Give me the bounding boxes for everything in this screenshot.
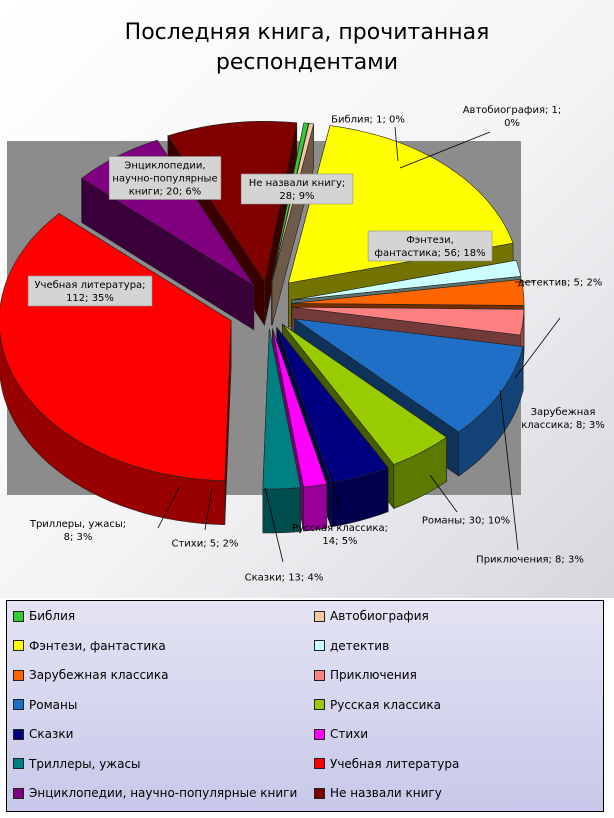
legend-swatch <box>13 758 24 769</box>
legend-swatch <box>13 669 24 681</box>
data-label-text: книги; 20; 6% <box>129 187 202 198</box>
legend-item: Автобиография <box>314 607 429 625</box>
legend-item: Стихи <box>314 725 368 743</box>
data-label-text: 28; 9% <box>279 191 314 202</box>
data-label: Автобиография; 1; 0% <box>463 105 562 129</box>
data-label-text: Стихи; 5; 2% <box>171 539 238 550</box>
data-label: Стихи; 5; 2% <box>171 539 238 550</box>
legend-swatch <box>13 787 24 799</box>
data-label-text: 0% <box>504 118 520 129</box>
pie-slice <box>262 328 301 534</box>
label-leader-line <box>204 487 213 531</box>
data-label-text: 8; 3% <box>64 532 93 543</box>
data-label: Не назвали книгу; 28; 9% <box>240 173 354 205</box>
legend-item: Энциклопедии, научно-популярные книги <box>13 784 297 802</box>
legend-swatch <box>314 787 325 799</box>
data-label: Библия; 1; 0% <box>331 115 405 126</box>
label-leader-line <box>499 389 519 551</box>
legend-label: Приключения <box>330 668 417 682</box>
label-leader-line <box>429 474 458 513</box>
data-label-text: Романы; 30; 10% <box>422 516 510 527</box>
label-leader-line <box>157 485 181 529</box>
data-label-text: научно-популярные <box>112 174 217 185</box>
legend-item: Русская классика <box>314 696 441 714</box>
legend-item: Библия <box>13 607 75 625</box>
data-label-text: 14; 5% <box>322 536 357 547</box>
data-label: Энциклопедии, научно-популярные книги; 20;… <box>108 156 222 200</box>
legend-item: Фэнтези, фантастика <box>13 637 166 655</box>
label-leader-line <box>399 131 491 169</box>
legend-swatch <box>314 669 325 681</box>
data-label-text: Библия; 1; 0% <box>331 115 405 126</box>
legend-swatch <box>314 640 325 651</box>
legend-label: Триллеры, ужасы <box>29 756 141 771</box>
legend-label: Романы <box>29 697 78 712</box>
data-label-text: Учебная литература; <box>34 280 145 291</box>
legend-swatch <box>314 610 325 622</box>
legend-swatch <box>13 728 24 740</box>
data-label: Зарубежная классика; 8; 3% <box>521 407 605 431</box>
data-label-text: Приключения; 8; 3% <box>476 555 584 566</box>
label-leader-line <box>264 487 284 563</box>
legend-item: Не назвали книгу <box>314 784 442 802</box>
chart-title: Последняя книга, прочитанная респондента… <box>124 20 490 75</box>
legend-swatch <box>13 699 24 710</box>
label-leader-line <box>329 469 341 512</box>
data-label: Русская классика; 14; 5% <box>292 523 388 547</box>
data-label: Учебная литература; 112; 35% <box>27 275 153 307</box>
data-label: Фэнтези, фантастика; 56; 18% <box>367 230 493 262</box>
data-label: детектив; 5; 2% <box>518 278 603 289</box>
label-leader-line <box>514 317 561 379</box>
data-label-text: фантастика; 56; 18% <box>374 248 485 259</box>
legend-label: детектив <box>330 638 390 653</box>
data-label-text: Фэнтези, <box>406 235 454 246</box>
legend-item: Зарубежная классика <box>13 666 168 684</box>
legend-label: Сказки <box>29 727 74 741</box>
legend-swatch <box>314 758 325 769</box>
data-label-text: Не назвали книгу; <box>249 178 346 189</box>
data-label: Сказки; 13; 4% <box>245 573 324 584</box>
data-label-text: 112; 35% <box>66 293 114 304</box>
legend-item: Приключения <box>314 666 417 684</box>
legend-label: Фэнтези, фантастика <box>29 638 166 653</box>
legend-item: Учебная литература <box>314 755 459 773</box>
label-leader-line <box>394 126 399 162</box>
data-label-text: Автобиография; 1; <box>463 105 562 116</box>
legend-swatch <box>314 728 325 740</box>
data-label-text: Энциклопедии, <box>124 161 205 172</box>
data-label: Триллеры, ужасы; 8; 3% <box>29 519 126 543</box>
pie-chart: Библия; 1; 0% Автобиография; 1; 0% Фэнтези,… <box>0 105 605 584</box>
legend-label: Энциклопедии, научно-популярные книги <box>29 786 298 800</box>
legend-label: Учебная литература <box>330 756 460 771</box>
legend-swatch <box>314 699 325 710</box>
legend-swatch <box>13 610 24 622</box>
legend-item: Триллеры, ужасы <box>13 755 141 773</box>
chart-area: Библия; 1; 0% Автобиография; 1; 0% Фэнтези,… <box>0 0 614 598</box>
legend-label: Зарубежная классика <box>29 668 169 682</box>
data-label-text: Русская классика; <box>292 523 388 534</box>
legend-item: детектив <box>314 637 389 655</box>
legend-label: Русская классика <box>330 697 442 712</box>
chart-legend: Библия Автобиография Фэнтези, фантастика де… <box>6 600 604 812</box>
legend-swatch <box>13 640 24 651</box>
data-label-text: классика; 8; 3% <box>521 420 605 431</box>
legend-item: Сказки <box>13 725 73 743</box>
legend-label: Не назвали книгу <box>330 786 442 800</box>
data-label-text: детектив; 5; 2% <box>518 278 603 289</box>
legend-item: Романы <box>13 696 77 714</box>
data-label-text: Зарубежная <box>531 407 596 418</box>
legend-label: Стихи <box>330 727 369 741</box>
legend-label: Библия <box>29 609 76 623</box>
data-label-text: Триллеры, ужасы; <box>29 519 126 530</box>
data-label-text: Сказки; 13; 4% <box>245 573 324 584</box>
legend-label: Автобиография <box>330 609 429 623</box>
data-label: Романы; 30; 10% <box>422 516 510 527</box>
data-label: Приключения; 8; 3% <box>476 555 584 566</box>
